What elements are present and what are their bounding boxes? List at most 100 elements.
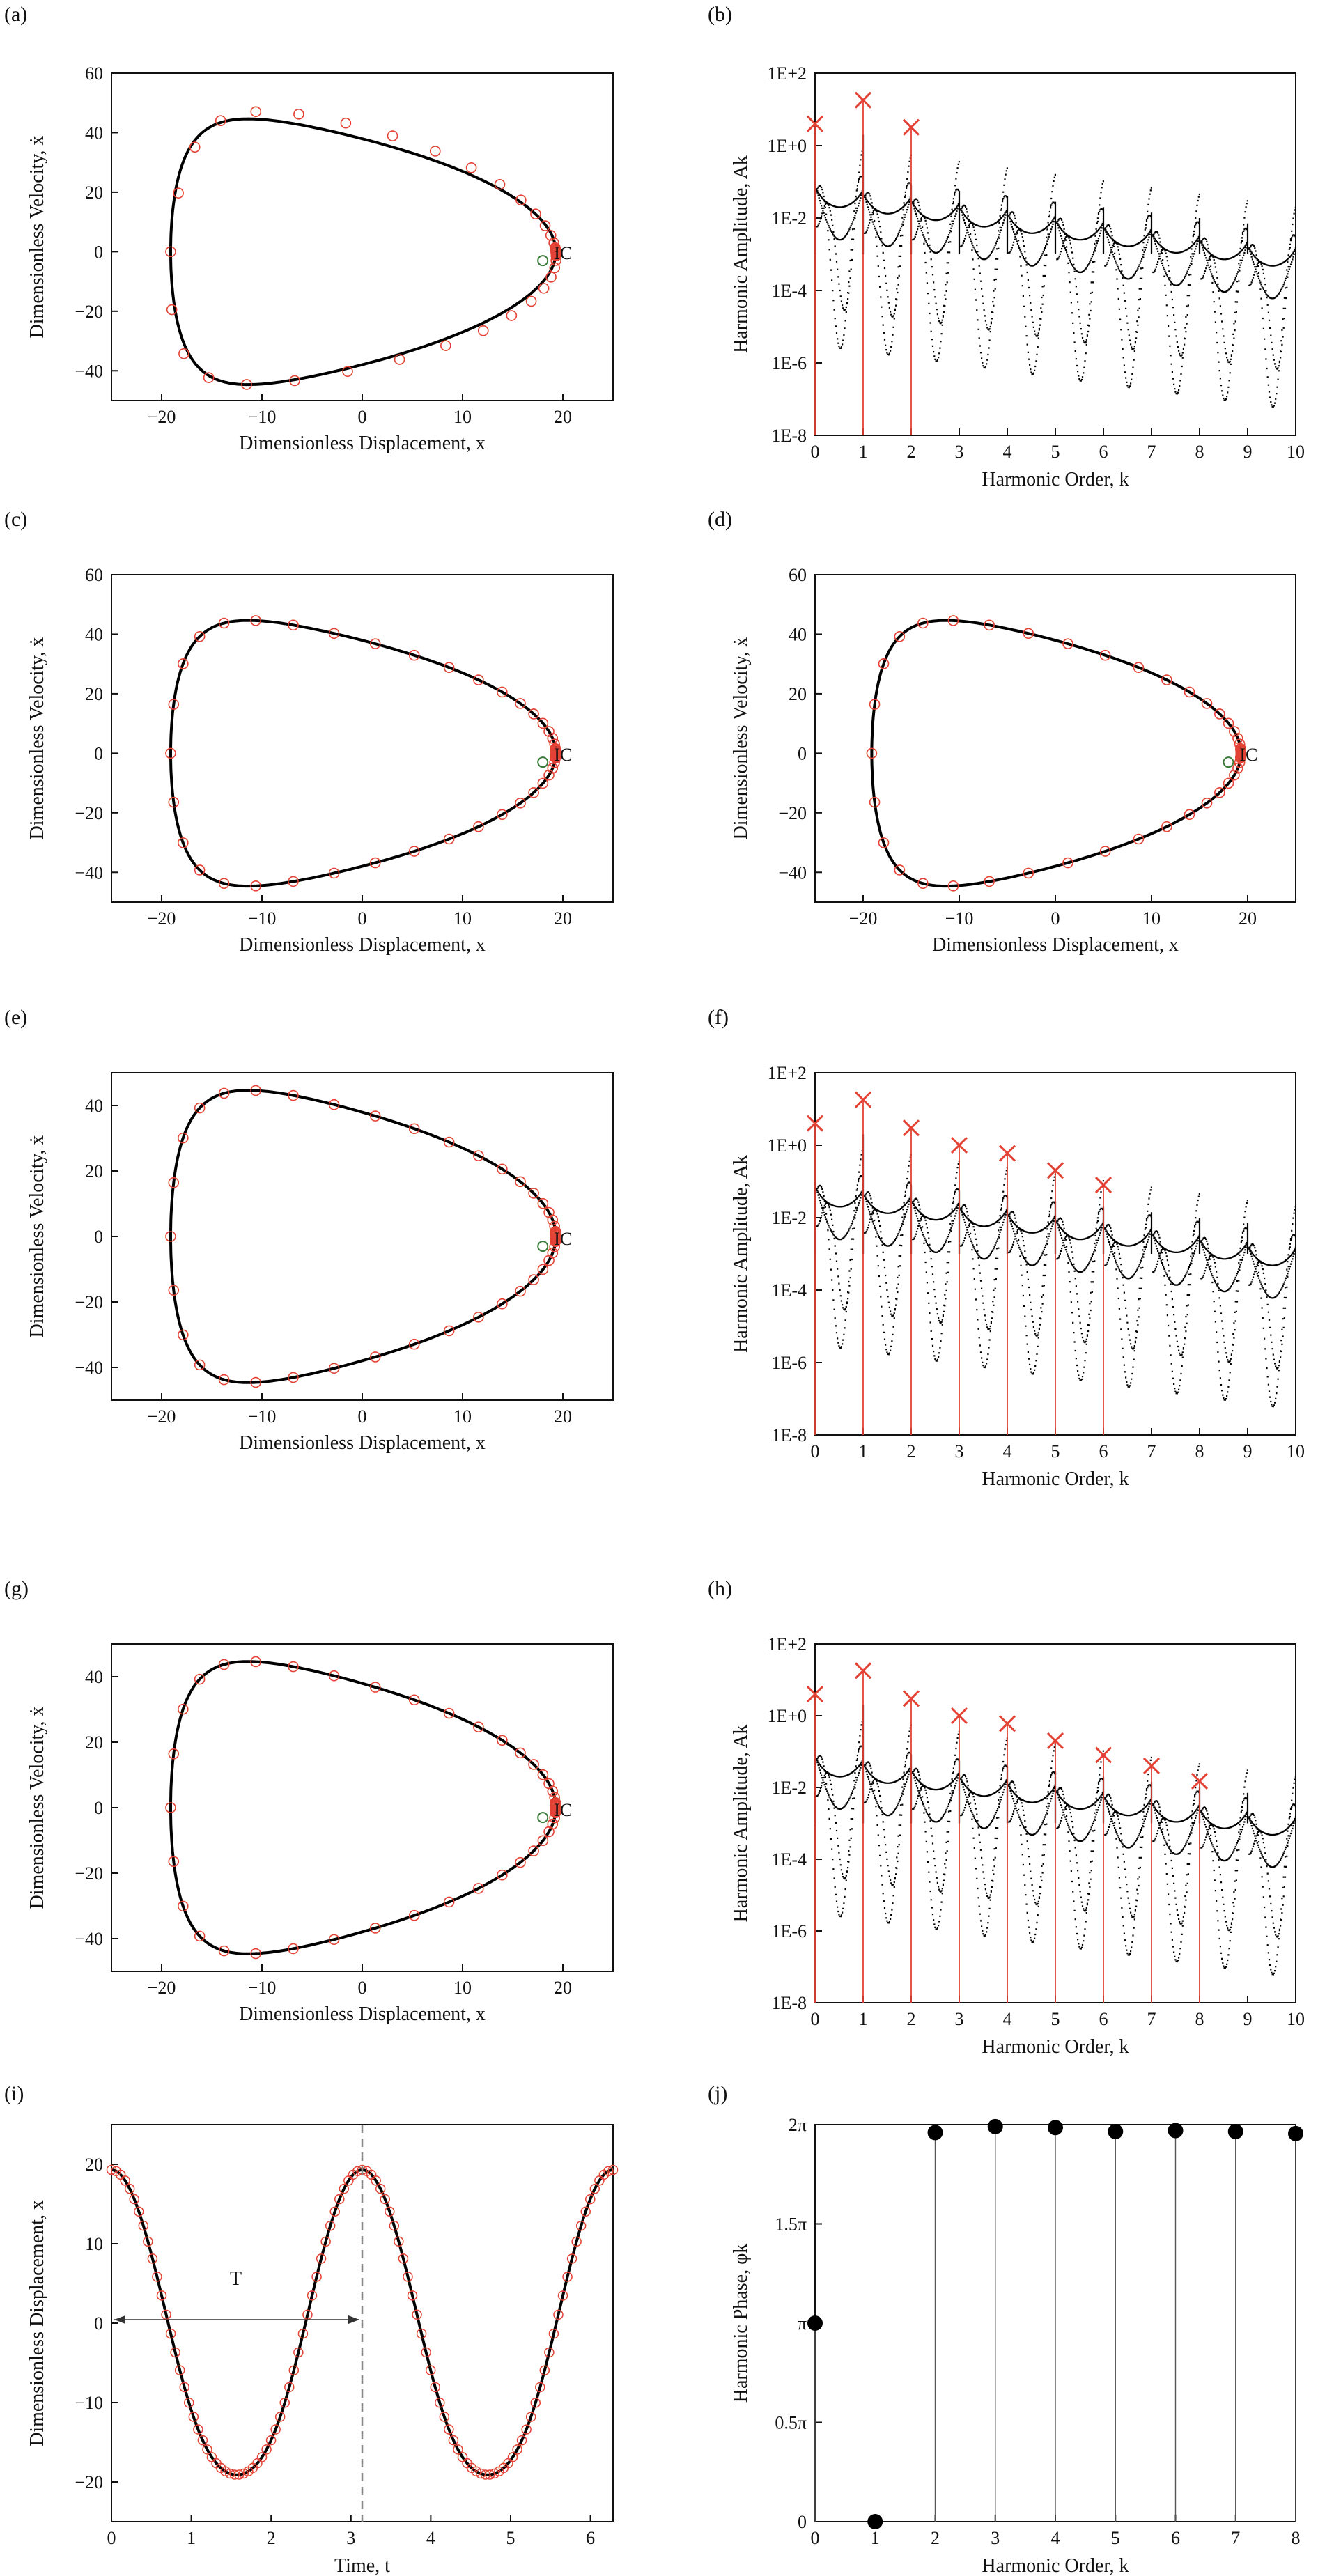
phase-point	[867, 2514, 883, 2529]
x-tick-label-g: 10	[453, 1978, 472, 1998]
spectrum-dots-b	[814, 134, 1296, 408]
arrowhead-left	[114, 2315, 125, 2324]
hb-marker-i	[256, 2452, 268, 2462]
x-tick-label-a: −10	[248, 407, 277, 427]
x-tick-label-j: 7	[1231, 2528, 1240, 2548]
hb-marker-e	[537, 1264, 549, 1275]
hb-marker-a	[165, 246, 176, 258]
hb-marker-i	[589, 2183, 600, 2194]
harmonic-x-marker	[854, 1662, 872, 1679]
hb-marker-i	[539, 2365, 550, 2375]
hb-marker-g	[218, 1945, 230, 1957]
x-tick-label-b: 1	[859, 442, 868, 462]
hb-marker-i	[156, 2290, 167, 2301]
y-tick-label-j: 0.5π	[775, 2413, 807, 2433]
hb-marker-i	[425, 2365, 436, 2375]
phase-point	[1227, 2123, 1243, 2139]
y-tick-label-a: −40	[75, 361, 103, 381]
hb-marker-g	[515, 1856, 526, 1868]
hb-marker-i	[412, 2309, 422, 2320]
hb-marker-i	[489, 2468, 500, 2479]
hb-marker-g	[168, 1748, 180, 1760]
hb-marker-i	[174, 2365, 185, 2375]
hb-marker-i	[421, 2347, 431, 2358]
hb-marker-d	[869, 796, 881, 808]
x-axis-title-e: Dimensionless Displacement, x	[239, 1432, 486, 1454]
hb-marker-a	[515, 194, 527, 206]
x-tick-label-e: 10	[453, 1406, 472, 1427]
hb-marker-c	[288, 876, 299, 887]
hb-marker-e	[528, 1274, 539, 1285]
hb-marker-i	[398, 2253, 409, 2264]
hb-marker-i	[129, 2194, 139, 2205]
orbit-curve-e	[169, 1089, 557, 1384]
y-tick-label-g: 20	[85, 1732, 103, 1753]
hb-marker-i	[320, 2236, 331, 2247]
y-tick-label-f: 1E-4	[771, 1280, 807, 1301]
hb-marker-e	[549, 1241, 560, 1252]
orbit-curve-a	[169, 117, 557, 387]
hb-marker-d	[1161, 821, 1172, 832]
hb-marker-c	[218, 617, 230, 629]
y-tick-label-i: 10	[85, 2234, 103, 2254]
hb-marker-c	[408, 649, 420, 661]
hb-marker-a	[550, 255, 561, 266]
y-tick-label-i: −10	[75, 2393, 103, 2413]
hb-marker-d	[1235, 743, 1246, 754]
harmonic-x-marker	[1094, 1176, 1112, 1194]
hb-marker-i	[193, 2424, 203, 2435]
hb-marker-e	[473, 1312, 484, 1323]
hb-marker-i	[339, 2183, 350, 2194]
x-axis-title-a: Dimensionless Displacement, x	[239, 433, 486, 454]
harmonic-x-marker	[1142, 1757, 1161, 1775]
hb-marker-e	[194, 1359, 206, 1371]
hb-marker-c	[515, 798, 526, 809]
x-axis-title-h: Harmonic Order, k	[982, 2036, 1129, 2058]
hb-marker-d	[1023, 628, 1034, 639]
x-tick-label-b: 7	[1147, 442, 1156, 462]
y-tick-label-b: 1E-6	[771, 353, 807, 373]
x-tick-label-i: 3	[346, 2528, 355, 2548]
y-tick-label-a: 20	[85, 183, 103, 203]
hb-marker-i	[566, 2253, 577, 2264]
y-tick-label-c: 40	[85, 624, 103, 644]
hb-marker-a	[394, 354, 405, 365]
hb-marker-i	[138, 2220, 149, 2231]
hb-marker-e	[288, 1089, 299, 1101]
y-tick-label-d: 20	[789, 684, 807, 704]
hb-marker-i	[603, 2166, 614, 2176]
hb-marker-d	[1062, 857, 1073, 869]
hb-marker-d	[1235, 746, 1247, 758]
hb-marker-c	[547, 763, 559, 774]
harmonic-x-marker	[998, 1145, 1016, 1162]
hb-marker-i	[165, 2328, 176, 2339]
x-tick-label-h: 0	[811, 2009, 820, 2029]
x-tick-label-j: 2	[931, 2528, 940, 2548]
x-tick-label-f: 6	[1099, 1441, 1108, 1461]
hb-marker-a	[530, 208, 541, 219]
hb-marker-i	[134, 2206, 144, 2217]
hb-marker-i	[197, 2435, 208, 2446]
y-tick-label-c: −20	[75, 803, 103, 823]
hb-marker-e	[177, 1132, 189, 1144]
hb-marker-a	[550, 248, 561, 259]
x-tick-label-j: 1	[871, 2528, 880, 2548]
hb-marker-d	[917, 878, 929, 890]
x-axis-title-d: Dimensionless Displacement, x	[932, 934, 1179, 956]
hb-marker-c	[443, 833, 455, 845]
y-tick-label-g: −20	[75, 1863, 103, 1884]
hb-marker-d	[1214, 786, 1225, 798]
hb-marker-c	[473, 674, 484, 685]
y-tick-label-a: 40	[85, 123, 103, 143]
hb-marker-a	[538, 283, 550, 294]
hb-marker-i	[521, 2424, 532, 2435]
hb-marker-i	[385, 2206, 395, 2217]
hb-marker-i	[279, 2398, 290, 2408]
y-tick-label-d: 60	[789, 565, 807, 585]
y-tick-label-f: 1E-8	[771, 1425, 807, 1445]
hb-marker-d	[1161, 674, 1172, 685]
hb-marker-c	[528, 786, 539, 798]
hb-marker-e	[547, 1214, 559, 1226]
hb-marker-g	[528, 1845, 539, 1856]
y-tick-label-g: 40	[85, 1667, 103, 1687]
